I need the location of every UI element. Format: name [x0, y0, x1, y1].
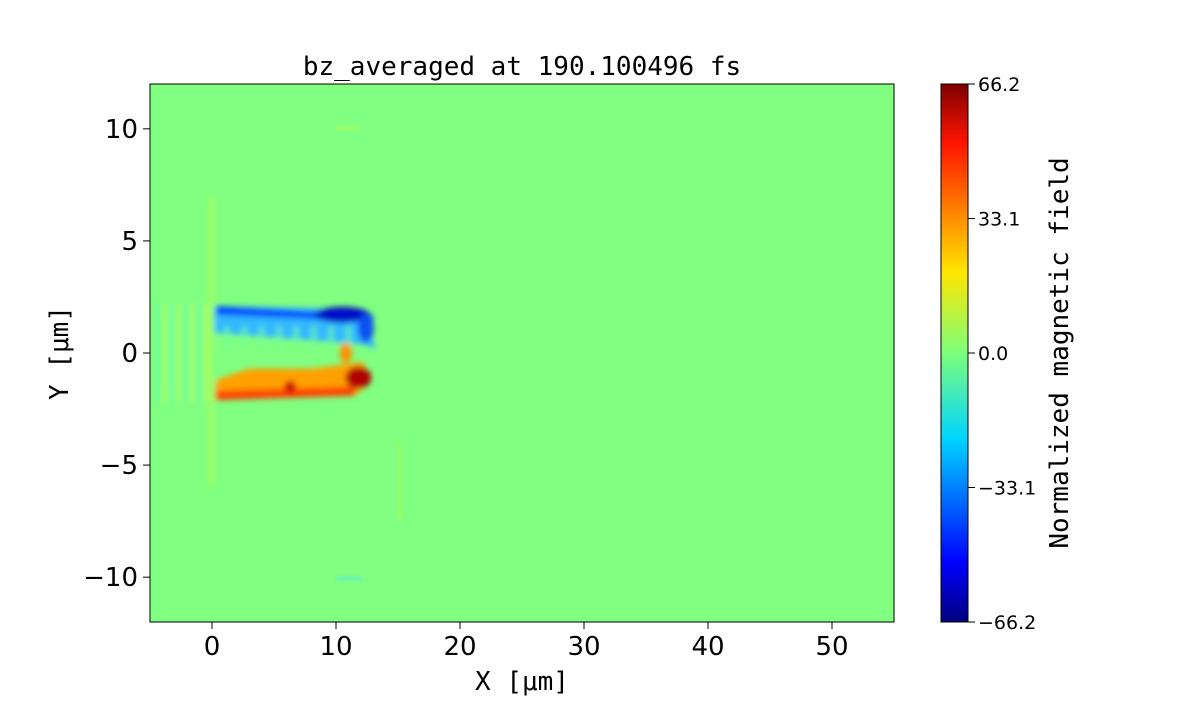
- x-tick-label: 30: [567, 632, 600, 662]
- positive-band-edge: [215, 386, 355, 401]
- positive-spot: [284, 380, 297, 393]
- wave-stripe: [203, 303, 208, 403]
- y-axis: −10 −5 0 5 10: [83, 115, 150, 593]
- colorbar-tick-label: −66.2: [978, 612, 1036, 634]
- positive-peak: [345, 366, 372, 389]
- wave-stripe: [163, 303, 168, 403]
- colorbar-ticks: −66.2 −33.1 0.0 33.1 66.2: [968, 74, 1036, 634]
- plot-area: [150, 84, 894, 622]
- x-tick-label: 40: [691, 632, 724, 662]
- wave-stripe: [176, 303, 181, 403]
- wave-stripe: [197, 303, 202, 403]
- target-edge: [208, 196, 215, 488]
- faint-features: [336, 126, 401, 581]
- x-tick-label: 20: [443, 632, 476, 662]
- wave-stripe: [183, 303, 188, 403]
- band-filament: [224, 326, 230, 347]
- wave-stripe: [190, 303, 195, 403]
- y-tick-label: 0: [121, 339, 138, 369]
- colorbar-label: Normalized magnetic field: [1045, 157, 1075, 548]
- colorbar-tick-label: 33.1: [978, 209, 1020, 231]
- band-filament: [311, 326, 317, 347]
- y-tick-label: −5: [100, 451, 138, 481]
- band-filament: [293, 326, 299, 347]
- colorbar-tick-label: 0.0: [978, 343, 1008, 365]
- faint-line: [398, 442, 401, 522]
- colorbar: [940, 83, 969, 623]
- band-filament: [345, 326, 351, 347]
- field-features: [156, 126, 401, 581]
- wave-stripe: [169, 303, 174, 403]
- x-axis: 0 10 20 30 40 50: [204, 622, 849, 662]
- y-tick-label: 10: [105, 115, 138, 145]
- negative-peak: [314, 306, 371, 323]
- negative-tip: [357, 314, 374, 343]
- x-tick-label: 50: [815, 632, 848, 662]
- faint-line: [336, 126, 362, 130]
- band-filament: [276, 326, 282, 347]
- colorbar-tick-label: −33.1: [978, 478, 1036, 500]
- y-axis-label: Y [μm]: [45, 306, 75, 400]
- band-filament: [241, 326, 247, 347]
- y-tick-label: 5: [121, 227, 138, 257]
- faint-line: [336, 577, 362, 581]
- colorbar-tick-label: 66.2: [978, 74, 1020, 96]
- wave-stripe: [156, 303, 161, 403]
- band-filament: [328, 326, 334, 347]
- x-tick-label: 0: [204, 632, 221, 662]
- x-tick-label: 10: [319, 632, 352, 662]
- y-tick-label: −10: [83, 563, 138, 593]
- x-axis-label: X [μm]: [475, 667, 569, 697]
- chart-title: bz_averaged at 190.100496 fs: [303, 52, 741, 82]
- field-blobs: [156, 196, 376, 488]
- positive-lobe: [339, 343, 352, 363]
- band-filament: [259, 326, 265, 347]
